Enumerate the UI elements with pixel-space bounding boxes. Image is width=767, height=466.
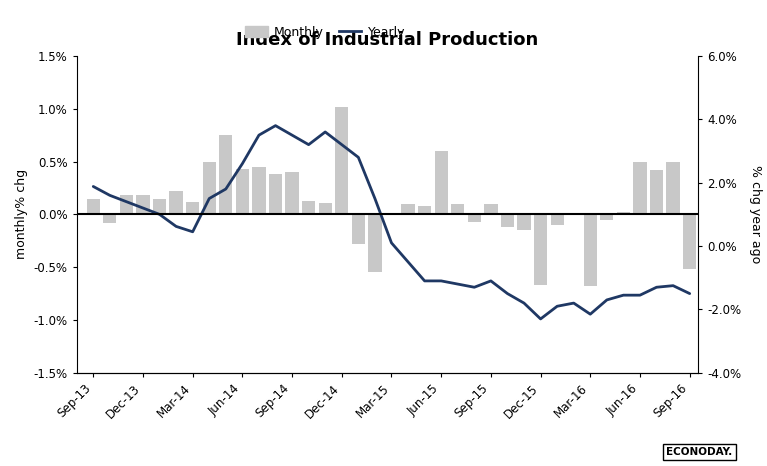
Yearly: [354, 155, 363, 160]
Yearly: [685, 291, 694, 296]
Yearly: [503, 291, 512, 296]
Yearly: [420, 278, 430, 284]
Bar: [634, 162, 647, 214]
Bar: [368, 214, 381, 273]
Yearly: [387, 240, 396, 246]
Yearly: [619, 292, 628, 298]
Yearly: [536, 316, 545, 322]
Y-axis label: % chg year ago: % chg year ago: [749, 165, 762, 263]
Yearly: [155, 212, 164, 217]
Bar: [683, 214, 696, 269]
Bar: [650, 170, 663, 214]
Bar: [518, 214, 531, 230]
Bar: [418, 206, 431, 214]
Bar: [601, 214, 614, 219]
Yearly: [486, 278, 495, 284]
Yearly: [138, 205, 147, 211]
Yearly: [337, 142, 347, 147]
Bar: [235, 169, 249, 214]
Yearly: [602, 297, 611, 303]
Bar: [137, 195, 150, 214]
Yearly: [122, 199, 131, 205]
Yearly: [635, 292, 644, 298]
Yearly: [586, 311, 595, 317]
Bar: [401, 204, 415, 214]
Bar: [153, 199, 166, 214]
Bar: [667, 162, 680, 214]
Yearly: [370, 196, 380, 201]
Yearly: [288, 132, 297, 138]
Yearly: [221, 186, 230, 192]
Yearly: [188, 229, 197, 234]
Bar: [484, 204, 498, 214]
Yearly: [569, 300, 578, 306]
Y-axis label: monthly% chg: monthly% chg: [15, 169, 28, 260]
Text: ECONODAY.: ECONODAY.: [667, 447, 732, 457]
Yearly: [669, 283, 678, 288]
Bar: [534, 214, 547, 285]
Bar: [584, 214, 597, 286]
Bar: [202, 162, 216, 214]
Title: Index of Industrial Production: Index of Industrial Production: [236, 31, 538, 49]
Yearly: [105, 192, 114, 198]
Yearly: [255, 132, 264, 138]
Bar: [352, 214, 365, 244]
Yearly: [519, 300, 528, 306]
Yearly: [205, 196, 214, 201]
Bar: [617, 212, 630, 214]
Yearly: [403, 259, 413, 265]
Bar: [252, 167, 265, 214]
Yearly: [552, 303, 561, 309]
Bar: [318, 203, 332, 214]
Yearly: [469, 284, 479, 290]
Yearly: [271, 123, 280, 129]
Yearly: [436, 278, 446, 284]
Bar: [186, 202, 199, 214]
Bar: [104, 214, 117, 223]
Bar: [468, 214, 481, 222]
Bar: [219, 135, 232, 214]
Bar: [451, 204, 464, 214]
Line: Yearly: Yearly: [94, 126, 690, 319]
Bar: [170, 191, 183, 214]
Yearly: [652, 284, 661, 290]
Bar: [120, 195, 133, 214]
Legend: Monthly, Yearly: Monthly, Yearly: [240, 21, 410, 44]
Yearly: [238, 161, 247, 166]
Bar: [87, 199, 100, 214]
Bar: [435, 151, 448, 214]
Bar: [501, 214, 514, 227]
Bar: [302, 201, 315, 214]
Bar: [335, 107, 348, 214]
Yearly: [453, 281, 463, 287]
Yearly: [89, 184, 98, 189]
Bar: [285, 172, 298, 214]
Yearly: [304, 142, 313, 147]
Yearly: [321, 129, 330, 135]
Bar: [551, 214, 564, 225]
Bar: [269, 174, 282, 214]
Yearly: [172, 224, 181, 229]
